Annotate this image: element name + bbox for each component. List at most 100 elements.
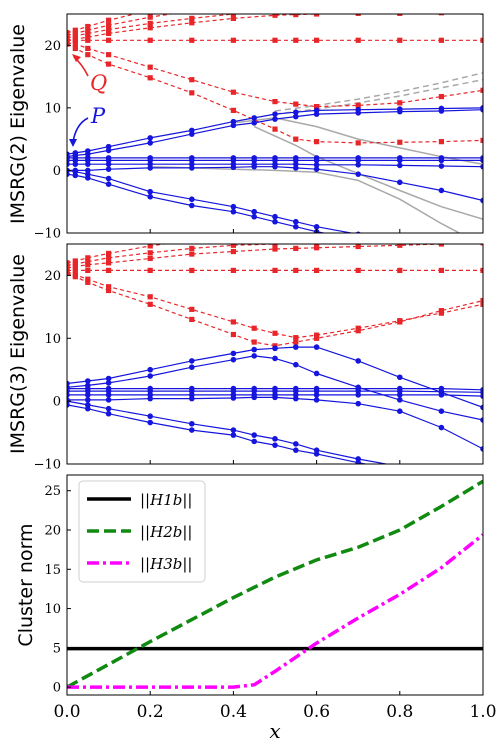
data-point [293, 267, 299, 273]
data-point [251, 353, 257, 359]
data-point [189, 238, 194, 243]
data-point [355, 171, 362, 177]
series-line [67, 533, 483, 689]
data-point [293, 395, 299, 402]
data-point [230, 331, 236, 338]
ylabel-imsrg3: IMSRG(3) Eigenvalue [7, 254, 29, 454]
data-point [85, 392, 91, 398]
data-point [85, 262, 91, 268]
series-1-3 [67, 267, 483, 273]
series-line [67, 14, 359, 41]
annotation-p-arrow [72, 117, 89, 143]
data-point [397, 139, 403, 145]
data-point [189, 267, 195, 273]
data-point [293, 339, 299, 345]
series-line [274, 72, 483, 112]
data-point [313, 392, 320, 398]
data-point [230, 122, 237, 129]
data-point [189, 358, 195, 364]
data-point [293, 165, 299, 171]
data-point [85, 52, 91, 58]
data-point [85, 23, 91, 30]
data-point [85, 255, 91, 261]
data-point [147, 250, 153, 256]
data-point [106, 17, 112, 23]
data-point [230, 432, 237, 438]
data-point [314, 104, 320, 110]
data-point [397, 408, 403, 415]
data-point [272, 111, 278, 117]
xlabel-cluster-norm: x [269, 719, 280, 743]
data-point [355, 244, 361, 250]
series-0-10 [253, 125, 483, 220]
series-line [67, 388, 483, 391]
data-point [293, 14, 299, 18]
data-point [272, 394, 278, 401]
data-point [67, 41, 70, 47]
data-point [147, 267, 153, 273]
data-point [147, 373, 153, 379]
data-point [147, 395, 153, 402]
data-point [355, 14, 361, 16]
data-point [105, 181, 112, 187]
series-0-2 [67, 14, 242, 41]
data-point [230, 350, 237, 357]
data-point [293, 218, 299, 225]
data-point [189, 251, 195, 257]
data-point [480, 37, 483, 43]
panel-imsrg2: −10 0 10 20 IMSRG(2) Eigenvalue Q P [7, 13, 484, 242]
data-point [189, 77, 195, 83]
data-point [438, 93, 444, 100]
series-line [67, 394, 483, 397]
data-point [480, 393, 483, 399]
series-2-2 [67, 533, 483, 689]
data-point [147, 64, 153, 70]
data-point [272, 116, 278, 122]
data-point [293, 361, 299, 368]
series-1-6 [67, 344, 483, 411]
data-point [230, 427, 237, 433]
data-point [147, 294, 153, 300]
data-point [293, 109, 299, 116]
data-point [480, 417, 483, 423]
data-point [147, 14, 153, 20]
data-point [251, 394, 257, 401]
data-point [72, 27, 78, 33]
data-point [251, 115, 257, 121]
data-point [230, 244, 236, 248]
data-point [251, 438, 257, 445]
data-point [189, 245, 195, 251]
data-point [313, 111, 320, 117]
data-point [189, 427, 195, 433]
data-point [355, 236, 361, 242]
data-point [147, 301, 153, 307]
data-point [230, 89, 236, 95]
xtick-label: 0.4 [220, 702, 247, 722]
data-point [106, 284, 112, 290]
data-point [397, 100, 403, 106]
legend-box [78, 480, 206, 583]
data-point [189, 20, 195, 26]
series-0-4 [67, 37, 483, 43]
data-point [480, 404, 483, 411]
data-point [85, 405, 91, 412]
data-point [293, 37, 299, 43]
series-group-imsrg2 [67, 14, 483, 242]
data-point [251, 325, 257, 331]
data-point [106, 22, 112, 28]
data-point [355, 328, 361, 334]
data-point [293, 447, 299, 453]
data-point [480, 297, 483, 304]
data-point [438, 424, 445, 431]
series-line [150, 165, 461, 233]
data-point [105, 161, 112, 167]
data-point [230, 248, 236, 255]
series-group-cluster-norm [67, 479, 483, 689]
data-point [397, 244, 403, 248]
series-1-12 [67, 398, 402, 464]
data-point [439, 236, 444, 241]
annotation-q: Q [72, 54, 107, 95]
series-line [67, 404, 369, 464]
series-line [67, 14, 242, 39]
